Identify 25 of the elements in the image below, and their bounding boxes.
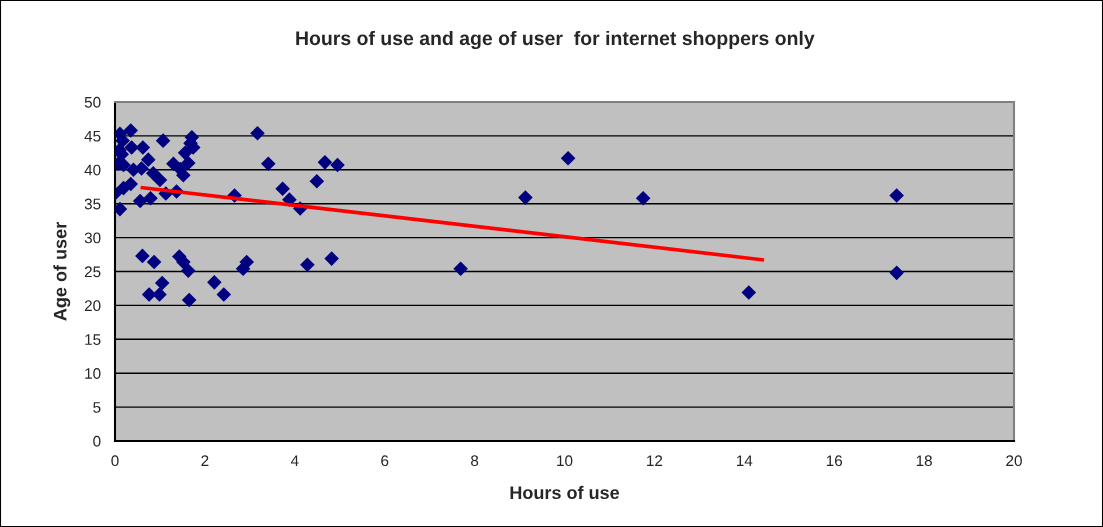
x-tick-label: 14 [736, 455, 753, 466]
y-tick-label: 45 [84, 130, 101, 142]
y-tick-label: 10 [85, 368, 101, 379]
y-tick-label: 20 [84, 300, 101, 312]
y-tick-label: 40 [84, 164, 101, 176]
x-tick-label: 12 [647, 455, 663, 466]
y-tick-label: 50 [84, 96, 101, 108]
x-tick-label: 16 [826, 455, 843, 467]
x-tick-label: 18 [916, 455, 932, 467]
y-tick-label: 30 [84, 232, 101, 244]
chart-title: Hours of use and age of user for internet shoppers only [296, 30, 815, 50]
x-tick-label: 0 [111, 455, 119, 467]
y-tick-label: 5 [93, 402, 101, 413]
y-tick-label: 15 [85, 334, 101, 345]
x-tick-label: 2 [201, 455, 209, 466]
y-tick-label: 25 [84, 266, 101, 278]
y-axis-title: Age of user [53, 222, 71, 321]
x-tick-label: 20 [1006, 455, 1022, 467]
x-tick-label: 4 [290, 455, 299, 466]
x-tick-label: 6 [381, 455, 389, 467]
y-tick-label: 35 [84, 198, 101, 210]
x-tick-label: 8 [471, 455, 479, 467]
y-tick-label: 0 [93, 435, 101, 447]
x-tick-label: 10 [557, 455, 573, 467]
x-axis-title: Hours of use [510, 485, 620, 500]
